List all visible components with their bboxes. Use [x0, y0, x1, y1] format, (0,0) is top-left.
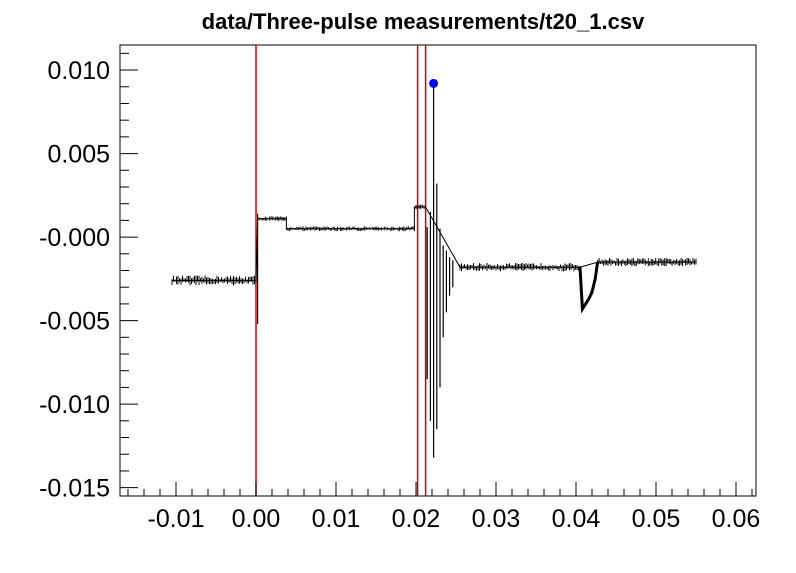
- x-tick-label: 0.03: [472, 505, 521, 533]
- x-tick-label: 0.00: [232, 505, 281, 533]
- x-tick-label: -0.01: [148, 505, 205, 533]
- plot-frame: [119, 44, 757, 497]
- chart-title: data/Three-pulse measurements/t20_1.csv: [202, 9, 645, 34]
- x-tick-label: 0.02: [392, 505, 441, 533]
- peak-marker: [429, 78, 439, 88]
- x-tick-label: 0.04: [552, 505, 601, 533]
- signal-dip: [578, 261, 600, 314]
- x-tick-label: 0.01: [312, 505, 361, 533]
- y-tick-label: -0.010: [39, 391, 110, 419]
- y-tick-label: 0.005: [47, 141, 110, 169]
- y-tick-label: 0.010: [47, 57, 110, 85]
- x-tick-label: 0.06: [712, 505, 761, 533]
- y-tick-label: -0.000: [39, 224, 110, 252]
- y-tick-label: -0.005: [39, 308, 110, 336]
- vertical-markers: [255, 45, 427, 496]
- x-axis: -0.01 0.00 0.01 0.02 0.03 0.04 0.05 0.06: [127, 482, 761, 533]
- peak-marker-layer: [429, 78, 439, 88]
- y-axis: 0.010 0.005 -0.000 -0.005 -0.010 -0.015: [39, 52, 138, 503]
- x-tick-label: 0.05: [632, 505, 681, 533]
- signal-series: [171, 83, 697, 458]
- y-tick-label: -0.015: [39, 475, 110, 503]
